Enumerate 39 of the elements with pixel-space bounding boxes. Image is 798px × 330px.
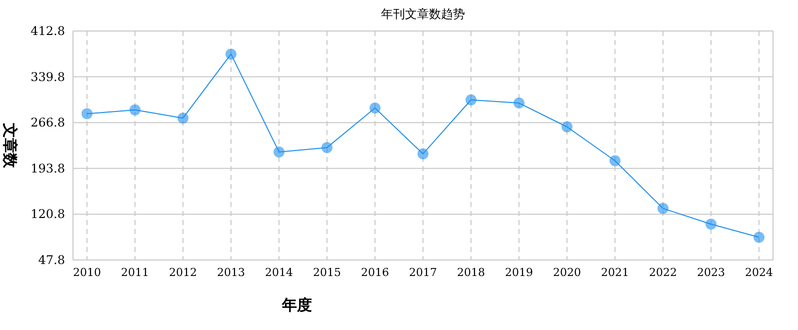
x-tick-label: 2019: [505, 266, 533, 279]
x-tick-label: 2011: [121, 266, 149, 279]
x-tick-label: 2021: [601, 266, 629, 279]
point: [562, 121, 572, 132]
point: [754, 232, 764, 243]
x-tick-label: 2024: [745, 266, 773, 279]
y-tick-label: 412.8: [30, 24, 65, 38]
y-axis-title: 文章数: [1, 122, 19, 169]
y-tick-label: 193.8: [30, 161, 65, 176]
point: [130, 104, 140, 116]
y-tick-label: 266.8: [30, 116, 65, 130]
x-tick-label: 2012: [169, 266, 197, 279]
point: [370, 102, 380, 114]
point: [706, 218, 716, 230]
point: [274, 146, 284, 158]
point: [226, 48, 236, 60]
point: [418, 148, 428, 160]
point: [610, 155, 620, 166]
point: [178, 112, 188, 124]
x-tick-label: 2014: [265, 266, 293, 279]
point: [658, 202, 668, 214]
point: [466, 94, 476, 106]
point: [514, 98, 524, 109]
x-tick-label: 2022: [649, 266, 677, 279]
y-tick-label: 339.8: [30, 70, 65, 84]
x-tick-label: 2023: [697, 266, 725, 279]
x-tick-label: 2020: [553, 266, 581, 279]
x-tick-label: 2016: [361, 266, 389, 279]
y-tick-label: 120.8: [30, 207, 65, 222]
y-tick-label: 47.8: [38, 253, 65, 267]
x-tick-label: 2018: [457, 266, 485, 279]
x-tick-label: 2017: [409, 266, 437, 279]
x-tick-label: 2013: [217, 266, 245, 279]
point: [82, 108, 92, 120]
x-tick-label: 2015: [313, 266, 341, 279]
x-axis-title: 年度: [281, 296, 312, 314]
point: [322, 142, 332, 154]
x-tick-label: 2010: [73, 266, 101, 279]
chart-title: 年刊文章数趋势: [381, 7, 465, 21]
